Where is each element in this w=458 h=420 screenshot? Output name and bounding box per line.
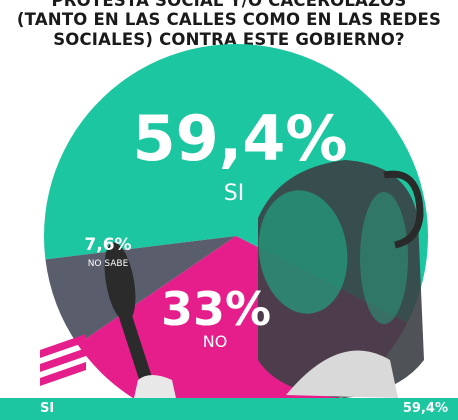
slice-value-si: 59,4% xyxy=(132,102,347,175)
question-line-1: PROTESTA SOCIAL Y/O CACEROLAZOS xyxy=(51,0,407,10)
footer-bar: SI 59,4% xyxy=(0,398,458,420)
brand-logo-stripes-icon xyxy=(40,334,86,386)
pie-slice-no-sabe xyxy=(45,236,236,345)
footer-label: SI xyxy=(40,401,55,416)
slice-value-no-sabe: 7,6% xyxy=(84,235,131,255)
footer-value: 59,4% xyxy=(402,401,448,416)
slice-label-si: SI xyxy=(224,181,244,206)
question-line-3: SOCIALES) CONTRA ESTE GOBIERNO? xyxy=(53,30,405,49)
question-header: PROTESTA SOCIAL Y/O CACEROLAZOS (TANTO E… xyxy=(0,0,458,64)
slice-value-no: 33% xyxy=(161,282,271,336)
wooden-spoon-icon xyxy=(104,242,176,399)
cooking-pot-icon xyxy=(258,160,424,398)
slice-label-no-sabe: NO SABE xyxy=(88,259,129,269)
question-line-2: (TANTO EN LAS CALLES COMO EN LAS REDES xyxy=(16,10,442,29)
slice-label-no: NO xyxy=(203,332,228,351)
